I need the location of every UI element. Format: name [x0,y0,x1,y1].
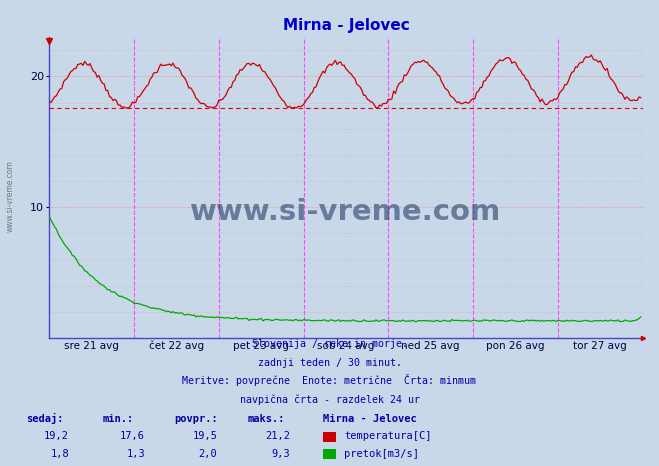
Text: 1,8: 1,8 [51,449,69,459]
Text: 19,2: 19,2 [44,432,69,441]
Text: navpična črta - razdelek 24 ur: navpična črta - razdelek 24 ur [239,395,420,405]
Text: 19,5: 19,5 [192,432,217,441]
Text: min.:: min.: [102,414,133,424]
Text: www.si-vreme.com: www.si-vreme.com [5,160,14,232]
Text: 9,3: 9,3 [272,449,290,459]
Text: Slovenija / reke in morje.: Slovenija / reke in morje. [252,339,407,349]
Text: zadnji teden / 30 minut.: zadnji teden / 30 minut. [258,358,401,368]
Title: Mirna - Jelovec: Mirna - Jelovec [283,18,409,34]
Text: www.si-vreme.com: www.si-vreme.com [190,198,501,226]
Text: 21,2: 21,2 [265,432,290,441]
Text: 2,0: 2,0 [199,449,217,459]
Text: temperatura[C]: temperatura[C] [344,432,432,441]
Text: Meritve: povprečne  Enote: metrične  Črta: minmum: Meritve: povprečne Enote: metrične Črta:… [183,375,476,386]
Text: maks.:: maks.: [247,414,285,424]
Text: sedaj:: sedaj: [26,413,64,424]
Text: 1,3: 1,3 [127,449,145,459]
Text: pretok[m3/s]: pretok[m3/s] [344,449,419,459]
Text: Mirna - Jelovec: Mirna - Jelovec [323,414,416,424]
Text: 17,6: 17,6 [120,432,145,441]
Text: povpr.:: povpr.: [175,414,218,424]
